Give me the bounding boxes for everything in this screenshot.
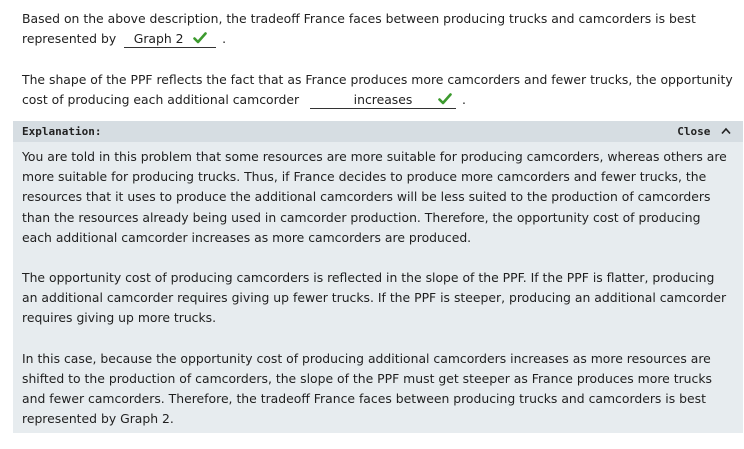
explanation-panel: Explanation: Close You are told in this … bbox=[13, 121, 743, 433]
checkmark-icon bbox=[192, 32, 207, 44]
question-2: The shape of the PPF reflects the fact t… bbox=[22, 70, 734, 110]
explanation-paragraph: The opportunity cost of producing camcor… bbox=[22, 270, 727, 326]
explanation-title: Explanation: bbox=[22, 125, 102, 138]
answer-2-value: increases bbox=[353, 92, 413, 107]
question-2-text: The shape of the PPF reflects the fact t… bbox=[22, 72, 733, 107]
checkmark-icon bbox=[438, 93, 452, 105]
answer-1-value: Graph 2 bbox=[133, 31, 184, 46]
explanation-body: You are told in this problem that some r… bbox=[22, 147, 733, 449]
explanation-header: Explanation: Close bbox=[13, 121, 743, 142]
question-1: Based on the above description, the trad… bbox=[22, 9, 734, 49]
explanation-paragraph: You are told in this problem that some r… bbox=[22, 149, 727, 245]
question-1-text: Based on the above description, the trad… bbox=[22, 11, 696, 46]
answer-2-field[interactable]: increases bbox=[310, 90, 456, 109]
explanation-paragraph: In this case, because the opportunity co… bbox=[22, 350, 712, 427]
chevron-up-icon bbox=[721, 127, 731, 135]
close-label: Close bbox=[677, 125, 711, 138]
answer-1-field[interactable]: Graph 2 bbox=[124, 29, 217, 48]
question-2-period: . bbox=[462, 92, 466, 107]
close-explanation-button[interactable]: Close bbox=[677, 125, 731, 138]
question-1-period: . bbox=[222, 31, 227, 46]
